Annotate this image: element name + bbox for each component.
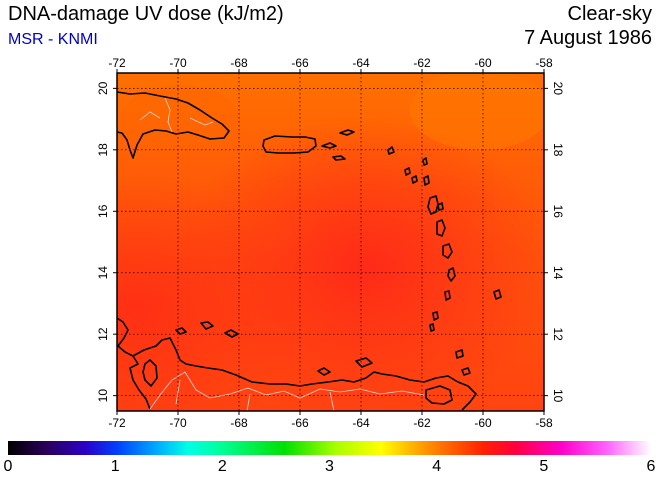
colorbar-label: 3 (325, 458, 334, 475)
borders (139, 97, 425, 411)
lon-tick-label-top: -64 (352, 56, 370, 70)
lat-tick-label-right: 10 (551, 389, 565, 403)
lon-tick-label-top: -58 (535, 56, 553, 70)
lon-tick-label-bottom: -66 (291, 416, 309, 430)
map-frame (116, 72, 545, 412)
lat-tick-label-left: 12 (96, 327, 110, 341)
coastlines (117, 91, 502, 411)
colorbar-label: 5 (539, 458, 549, 475)
colorbar-label: 1 (110, 458, 120, 475)
lon-tick-label-bottom: -62 (413, 416, 431, 430)
lat-tick-label-right: 20 (551, 82, 565, 96)
colorbar-label: 2 (217, 458, 227, 475)
lat-tick-label-right: 18 (551, 143, 565, 157)
uv-dose-map: -72 -72 -70 -70 -68 -68 -66 -66 -64 -64 -62 -62 -60 -… (96, 56, 565, 430)
lat-tick-label-left: 20 (96, 81, 110, 95)
lat-tick-label-right: 16 (551, 205, 565, 219)
colorbar-label: 0 (3, 458, 13, 475)
lon-tick-label-bottom: -64 (352, 416, 370, 430)
lon-tick-label-top: -60 (474, 56, 492, 70)
colorbar-label: 4 (432, 458, 442, 475)
lon-tick-label-top: -68 (230, 56, 248, 70)
lon-tick-label-bottom: -60 (474, 416, 492, 430)
lat-tick-label-left: 16 (96, 204, 110, 218)
lon-tick-label-top: -62 (413, 56, 431, 70)
lat-tick-label-right: 14 (551, 266, 565, 280)
colorbar-label: 6 (646, 458, 656, 475)
lat-tick-label-left: 18 (96, 143, 110, 157)
lon-tick-label-top: -66 (291, 56, 309, 70)
lon-tick-label-top: -72 (108, 56, 126, 70)
lat-tick-label-right: 12 (551, 328, 565, 342)
lat-tick-label-left: 14 (96, 266, 110, 280)
credit-label: MSR - KNMI (8, 31, 98, 48)
lat-tick-label-left: 10 (96, 389, 110, 403)
condition-label: Clear-sky (567, 3, 652, 25)
lon-tick-label-bottom: -58 (535, 416, 553, 430)
date-label: 7 August 1986 (524, 27, 652, 49)
map-title: DNA-damage UV dose (kJ/m2) (8, 3, 284, 25)
lon-tick-label-bottom: -72 (108, 416, 126, 430)
lon-tick-label-bottom: -68 (230, 416, 248, 430)
colorbar (8, 441, 651, 455)
lon-tick-label-top: -70 (169, 56, 187, 70)
lon-tick-label-bottom: -70 (169, 416, 187, 430)
